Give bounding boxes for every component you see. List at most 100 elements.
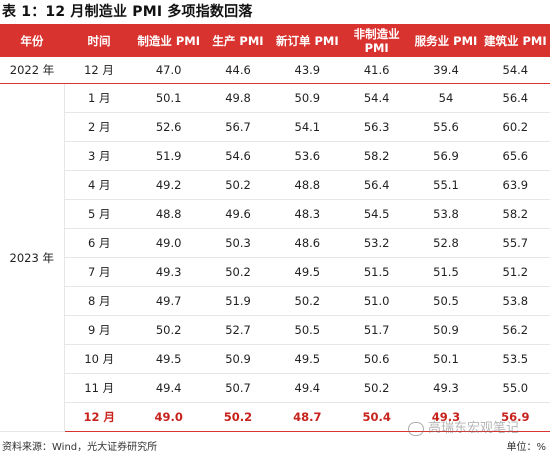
value-cell: 55.0 (480, 373, 550, 403)
value-cell: 56.3 (341, 112, 412, 142)
table-row: 3 月 51.9 54.6 53.6 58.2 56.9 65.6 (0, 141, 550, 171)
table-row: 11 月 49.4 50.7 49.4 50.2 49.3 55.0 (0, 373, 550, 403)
value-cell: 58.2 (480, 199, 550, 229)
header-construction-pmi: 建筑业 PMI (480, 24, 550, 57)
value-cell: 51.9 (134, 141, 204, 171)
value-cell: 50.2 (203, 170, 273, 200)
value-cell: 50.2 (341, 373, 412, 403)
value-cell: 51.5 (411, 257, 481, 287)
header-row: 年份 时间 制造业 PMI 生产 PMI 新订单 PMI 非制造业 PMI 服务业… (0, 24, 550, 57)
value-cell: 56.9 (411, 141, 481, 171)
value-cell: 49.8 (203, 83, 273, 113)
value-cell: 50.1 (134, 83, 204, 113)
table-row: 7 月 49.3 50.2 49.5 51.5 51.5 51.2 (0, 257, 550, 287)
value-cell: 56.9 (480, 402, 550, 432)
value-cell: 51.7 (341, 315, 412, 345)
table-title: 表 1：12 月制造业 PMI 多项指数回落 (2, 4, 253, 20)
value-cell: 49.6 (203, 199, 273, 229)
value-cell: 48.8 (134, 199, 204, 229)
month-cell: 9 月 (64, 315, 134, 345)
table-row: 4 月 49.2 50.2 48.8 56.4 55.1 63.9 (0, 170, 550, 200)
value-cell: 49.4 (134, 373, 204, 403)
month-cell: 1 月 (64, 83, 134, 113)
month-cell: 5 月 (64, 199, 134, 229)
month-cell: 11 月 (64, 373, 134, 403)
header-production-pmi: 生产 PMI (203, 24, 273, 57)
value-cell: 50.2 (203, 257, 273, 287)
value-cell: 49.0 (134, 228, 204, 258)
value-cell: 58.2 (341, 141, 412, 171)
value-cell: 49.3 (134, 257, 204, 287)
year-cell: 2022 年 (0, 57, 64, 84)
unit-note: 单位：% (506, 442, 546, 453)
value-cell: 54.5 (341, 199, 412, 229)
value-cell: 52.6 (134, 112, 204, 142)
table-row: 5 月 48.8 49.6 48.3 54.5 53.8 58.2 (0, 199, 550, 229)
table-row: 9 月 50.2 52.7 50.5 51.7 50.9 56.2 (0, 315, 550, 345)
source-note: 资料来源：Wind，光大证券研究所 (2, 442, 158, 453)
table-cell: 41.6 (341, 57, 412, 84)
value-cell: 56.4 (480, 83, 550, 113)
table-row: 10 月 49.5 50.9 49.5 50.6 50.1 53.5 (0, 344, 550, 374)
month-cell: 8 月 (64, 286, 134, 316)
value-cell: 53.6 (272, 141, 342, 171)
value-cell: 55.7 (480, 228, 550, 258)
table-cell: 12 月 (64, 57, 134, 84)
table-cell: 54.4 (480, 57, 550, 84)
month-cell: 4 月 (64, 170, 134, 200)
value-cell: 53.5 (480, 344, 550, 374)
value-cell: 49.5 (272, 344, 342, 374)
value-cell: 48.8 (272, 170, 342, 200)
value-cell: 52.7 (203, 315, 273, 345)
table-cell: 43.9 (272, 57, 342, 84)
value-cell: 50.9 (272, 83, 342, 113)
header-new-orders-pmi: 新订单 PMI (272, 24, 342, 57)
year-cell: 2023 年 (0, 83, 65, 432)
header-services-pmi: 服务业 PMI (411, 24, 481, 57)
value-cell: 50.2 (134, 315, 204, 345)
value-cell: 50.9 (203, 344, 273, 374)
value-cell: 56.7 (203, 112, 273, 142)
value-cell: 50.3 (203, 228, 273, 258)
value-cell: 50.1 (411, 344, 481, 374)
table-cell: 47.0 (134, 57, 204, 84)
value-cell: 55.1 (411, 170, 481, 200)
month-cell: 3 月 (64, 141, 134, 171)
value-cell: 49.7 (134, 286, 204, 316)
value-cell: 63.9 (480, 170, 550, 200)
header-non-manufacturing-pmi: 非制造业 PMI (341, 24, 412, 57)
value-cell: 65.6 (480, 141, 550, 171)
table-cell: 44.6 (203, 57, 273, 84)
value-cell: 56.2 (480, 315, 550, 345)
value-cell: 51.2 (480, 257, 550, 287)
header-year: 年份 (0, 24, 64, 57)
value-cell: 53.8 (480, 286, 550, 316)
value-cell: 49.2 (134, 170, 204, 200)
value-cell: 50.4 (341, 402, 412, 432)
value-cell: 53.2 (341, 228, 412, 258)
header-manufacturing-pmi: 制造业 PMI (134, 24, 204, 57)
value-cell: 54.4 (341, 83, 412, 113)
value-cell: 51.5 (341, 257, 412, 287)
value-cell: 50.2 (272, 286, 342, 316)
table-row: 12 月 49.0 50.2 48.7 50.4 49.3 56.9 (0, 402, 550, 432)
month-cell: 7 月 (64, 257, 134, 287)
value-cell: 60.2 (480, 112, 550, 142)
value-cell: 49.4 (272, 373, 342, 403)
table-row: 2022 年 12 月 47.0 44.6 43.9 41.6 39.4 54.… (0, 57, 550, 84)
watermark-text: 高瑞东宏观笔记 (428, 421, 520, 436)
value-cell: 50.6 (341, 344, 412, 374)
value-cell: 49.5 (272, 257, 342, 287)
value-cell: 49.5 (134, 344, 204, 374)
pmi-table: 年份 时间 制造业 PMI 生产 PMI 新订单 PMI 非制造业 PMI 服务业… (0, 24, 550, 432)
value-cell: 48.3 (272, 199, 342, 229)
value-cell: 49.0 (134, 402, 204, 432)
value-cell: 54 (411, 83, 481, 113)
value-cell: 48.7 (272, 402, 342, 432)
value-cell: 50.7 (203, 373, 273, 403)
value-cell: 48.6 (272, 228, 342, 258)
table-cell: 39.4 (411, 57, 481, 84)
month-cell: 2 月 (64, 112, 134, 142)
wechat-icon (408, 422, 424, 436)
